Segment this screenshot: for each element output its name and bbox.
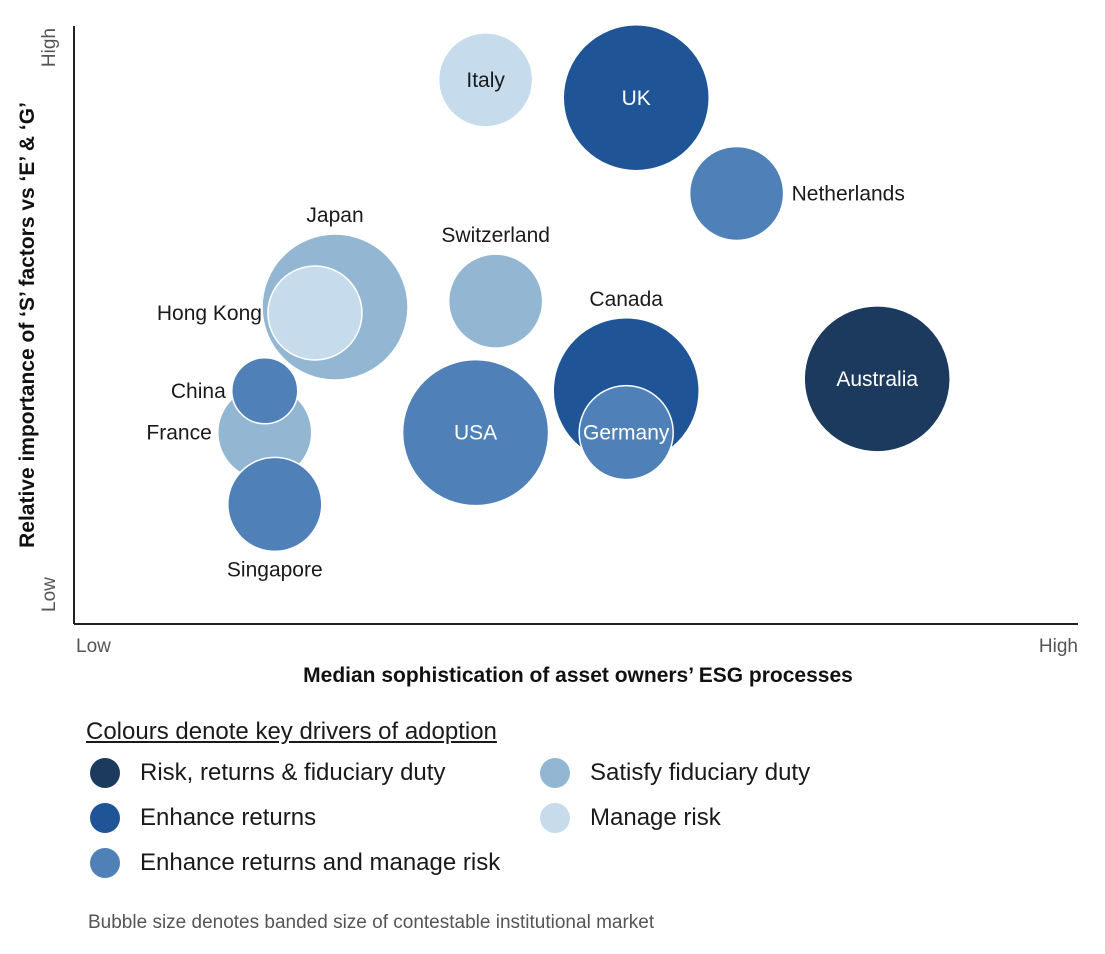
bubble-label-netherlands: Netherlands [792, 182, 905, 205]
bubble-label-hong-kong: Hong Kong [157, 302, 262, 325]
legend-title: Colours denote key drivers of adoption [86, 718, 497, 745]
bubble-size-note: Bubble size denotes banded size of conte… [88, 912, 655, 933]
bubble-netherlands [688, 145, 785, 242]
legend-items: Risk, returns & fiduciary duty Enhance r… [86, 748, 1086, 888]
legend-item-enhance-returns-manage-risk: Enhance returns and manage risk [90, 848, 500, 878]
bubble-hong-kong [267, 265, 363, 361]
legend-item-satisfy-fiduciary: Satisfy fiduciary duty [540, 758, 810, 788]
legend-item-manage-risk: Manage risk [540, 803, 721, 833]
bubble-singapore [227, 456, 323, 553]
x-axis-label: Median sophistication of asset owners’ E… [303, 664, 853, 687]
bubble-layer: Japan Hong Kong Italy UK Netherlands Switzerl… [146, 24, 951, 581]
bubble-label-singapore: Singapore [227, 558, 323, 581]
y-axis-label: Relative importance of ‘S’ factors vs ‘E… [16, 102, 39, 548]
legend-swatch [540, 758, 570, 788]
bubble-uk [562, 24, 710, 172]
x-tick-high: High [1039, 636, 1078, 657]
legend-label: Manage risk [590, 804, 721, 831]
bubble-label-switzerland: Switzerland [441, 224, 550, 247]
bubble-switzerland [447, 253, 544, 349]
bubble-usa [401, 358, 550, 507]
bubble-australia [803, 305, 951, 453]
legend-label: Enhance returns [140, 804, 317, 831]
legend-item-risk-returns-fiduciary: Risk, returns & fiduciary duty [90, 758, 445, 788]
legend-label: Satisfy fiduciary duty [590, 759, 811, 786]
legend-label: Risk, returns & fiduciary duty [140, 759, 446, 786]
bubble-label-china: China [171, 380, 226, 403]
bubble-label-uk: UK [622, 87, 651, 110]
bubble-label-canada: Canada [589, 288, 663, 311]
y-tick-low: Low [39, 577, 60, 612]
bubble-label-japan: Japan [306, 204, 363, 227]
x-tick-low: Low [76, 636, 111, 657]
legend-label: Enhance returns and manage risk [140, 849, 501, 876]
y-tick-high: High [39, 28, 60, 67]
legend: Colours denote key drivers of adoption R… [86, 716, 1086, 888]
bubble-label-france: France [146, 422, 211, 445]
bubble-germany [578, 384, 674, 481]
bubble-label-italy: Italy [466, 69, 505, 92]
bubble-china [231, 357, 299, 425]
bubble-label-germany: Germany [583, 422, 670, 445]
legend-item-enhance-returns: Enhance returns [90, 803, 316, 833]
bubble-chart: Japan Hong Kong Italy UK Netherlands Switzerl… [16, 24, 1078, 687]
legend-swatch [90, 803, 120, 833]
legend-swatch [90, 758, 120, 788]
bubble-label-usa: USA [454, 422, 497, 445]
bubble-italy [437, 32, 534, 128]
legend-swatch [540, 803, 570, 833]
bubble-label-australia: Australia [836, 368, 918, 391]
legend-swatch [90, 848, 120, 878]
